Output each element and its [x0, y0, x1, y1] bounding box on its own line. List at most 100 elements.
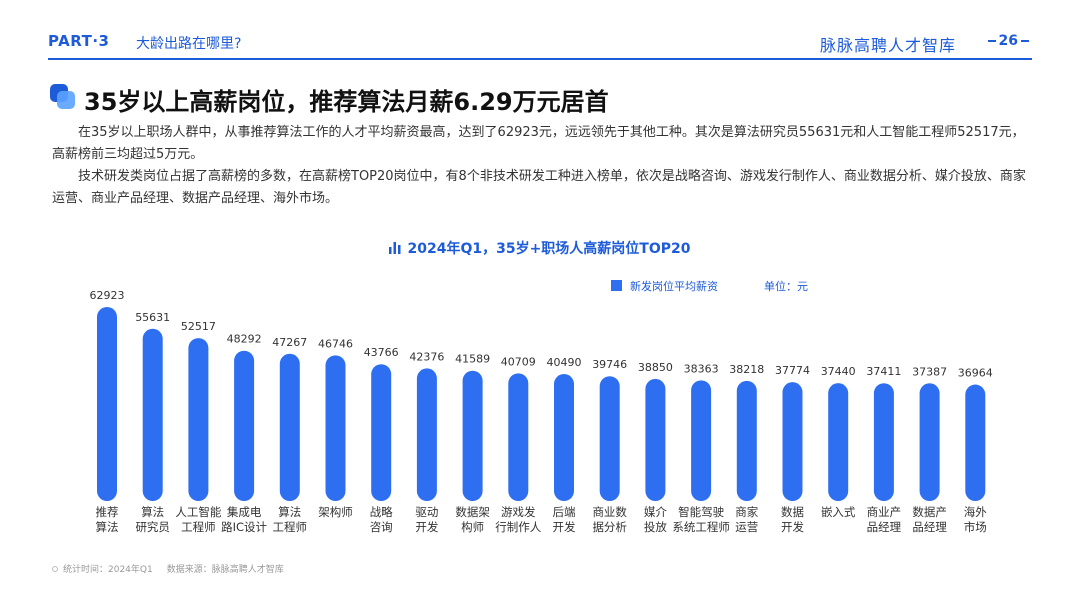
bar-value-label: 40709	[501, 355, 536, 368]
category-label: 品经理	[912, 520, 947, 534]
bar-value-label: 37387	[912, 365, 947, 378]
bar	[554, 374, 574, 501]
bar	[782, 382, 803, 501]
category-label: 商业产	[867, 505, 902, 519]
category-label: 数据	[781, 505, 804, 519]
bar	[919, 383, 940, 501]
bar	[188, 338, 209, 501]
category-label: 运营	[735, 520, 758, 534]
bar	[416, 368, 437, 501]
bar	[371, 364, 392, 501]
bar-chart-icon	[389, 242, 401, 254]
footnote-bullet-icon	[52, 566, 58, 572]
bar	[279, 353, 300, 501]
category-label: 开发	[415, 520, 438, 534]
bar	[873, 383, 894, 501]
legend-swatch	[611, 280, 622, 291]
bar	[142, 328, 163, 501]
intro-paragraph-2: 技术研发类岗位占据了高薪榜的多数，在高薪榜TOP20岗位中，有8个非技术研发工种…	[52, 169, 1026, 206]
bar-value-label: 42376	[409, 350, 444, 363]
part-label: PART·3	[48, 32, 110, 50]
category-label: 推荐	[96, 505, 119, 519]
bar-value-label: 37774	[775, 364, 810, 377]
bar-value-label: 62923	[90, 289, 125, 302]
category-label: 商家	[735, 505, 758, 519]
bar	[508, 373, 529, 501]
category-label: 系统工程师	[672, 520, 730, 534]
bar	[599, 376, 620, 501]
bar	[965, 384, 986, 501]
brand-name: 脉脉高聘人才智库	[819, 36, 956, 55]
bar-value-label: 37411	[866, 365, 901, 378]
category-label: 算法	[96, 520, 119, 534]
bar-value-label: 47267	[272, 336, 307, 349]
category-label: 算法	[141, 505, 164, 519]
bar-value-label: 39746	[592, 358, 627, 371]
bar-value-label: 37440	[821, 365, 856, 378]
category-label: 品经理	[867, 520, 902, 534]
page-heading: 35岁以上高薪岗位，推荐算法月薪6.29万元居首	[84, 88, 609, 116]
category-label: 驱动	[415, 505, 438, 519]
intro-paragraph-1: 在35岁以上职场人群中，从事推荐算法工作的人才平均薪资最高，达到了62923元，…	[52, 125, 1025, 162]
category-label: 人工智能	[175, 505, 221, 519]
category-label: 数据产	[912, 505, 947, 519]
category-label: 研究员	[135, 520, 170, 534]
category-label: 开发	[553, 520, 576, 534]
category-label: 游戏发	[501, 505, 536, 519]
chart-title-row: 2024年Q1，35岁+职场人高薪岗位TOP20	[0, 238, 1080, 258]
category-label: 算法	[278, 505, 301, 519]
category-label: 商业数	[592, 505, 627, 519]
bar-value-label: 38218	[729, 363, 764, 376]
category-label: 行制作人	[495, 520, 541, 534]
header-divider	[48, 58, 1032, 60]
category-label: 后端	[553, 505, 576, 519]
category-label: 工程师	[273, 520, 308, 534]
chart-unit: 单位：元	[764, 280, 808, 293]
category-label: 路IC设计	[221, 520, 267, 534]
category-label: 集成电	[227, 505, 262, 519]
bar-value-label: 41589	[455, 353, 490, 366]
bar-value-label: 48292	[227, 333, 262, 346]
bar-value-label: 46746	[318, 337, 353, 350]
footnote: 统计时间：2024年Q1 数据来源：脉脉高聘人才智库	[52, 562, 284, 575]
bar	[828, 383, 849, 501]
category-label: 架构师	[318, 505, 353, 519]
bar	[462, 370, 483, 501]
category-label: 工程师	[181, 520, 216, 534]
legend-label: 新发岗位平均薪资	[630, 280, 718, 293]
bar-value-label: 40490	[547, 356, 582, 369]
category-label: 战略	[370, 505, 393, 519]
top-bar: PART·3 大龄出路在哪里? 脉脉高聘人才智库 26	[48, 30, 1032, 60]
category-label: 据分析	[592, 520, 627, 534]
category-label: 媒介	[644, 505, 667, 519]
category-label: 投放	[644, 520, 667, 534]
bar-value-label: 38363	[684, 362, 719, 375]
bar-value-label: 52517	[181, 320, 216, 333]
bar	[234, 350, 255, 501]
page-number: 26	[985, 33, 1032, 49]
category-label: 构师	[461, 520, 484, 534]
chart-legend: 新发岗位平均薪资	[611, 278, 718, 294]
category-label: 嵌入式	[821, 505, 856, 519]
category-label: 数据架	[455, 505, 490, 519]
category-label: 海外	[964, 505, 987, 519]
category-label: 咨询	[370, 520, 393, 534]
category-label: 市场	[964, 520, 987, 534]
bar-value-label: 43766	[364, 346, 399, 359]
bar-value-label: 38850	[638, 361, 673, 374]
heading-bullet-icon	[50, 84, 75, 109]
bar-value-label: 36964	[958, 367, 993, 380]
category-label: 智能驾驶	[678, 505, 724, 519]
category-label: 开发	[781, 520, 804, 534]
section-title: 大龄出路在哪里?	[136, 36, 242, 52]
bar-value-label: 55631	[135, 311, 170, 324]
bar	[691, 380, 712, 501]
footnote-time: 统计时间：2024年Q1	[63, 565, 153, 575]
footnote-source: 数据来源：脉脉高聘人才智库	[166, 565, 284, 575]
bar	[645, 378, 666, 501]
bar	[97, 307, 117, 501]
bar	[325, 355, 346, 501]
chart-title: 2024年Q1，35岁+职场人高薪岗位TOP20	[407, 241, 691, 257]
bar	[736, 380, 757, 501]
